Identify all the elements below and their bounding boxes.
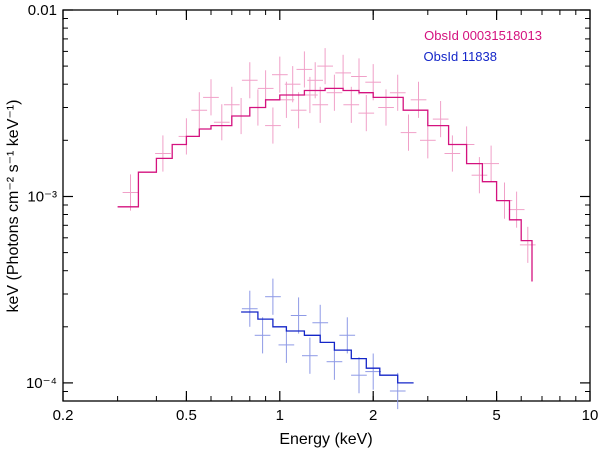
- legend-entry-2: ObsId 11838: [424, 49, 497, 64]
- series-1-data-points: [122, 48, 536, 263]
- data-point: [420, 122, 436, 159]
- data-point: [203, 79, 219, 116]
- data-point: [307, 62, 323, 99]
- y-tick-label: 0.01: [28, 2, 57, 19]
- data-point: [444, 135, 461, 172]
- data-point: [335, 54, 351, 91]
- data-point: [265, 278, 281, 315]
- data-point: [339, 317, 356, 354]
- x-tick-label: 10: [582, 407, 599, 424]
- data-point: [326, 74, 343, 111]
- data-point: [254, 317, 271, 354]
- y-tick-label: 10⁻⁴: [26, 375, 57, 392]
- series-2-data-points: [241, 278, 406, 410]
- legend-entry-1: ObsId 00031518013: [424, 28, 542, 43]
- data-point: [312, 86, 329, 123]
- data-point: [155, 135, 171, 172]
- x-axis-ticks: 0.2 0.5 1 2 5 10: [53, 10, 599, 424]
- data-point: [389, 74, 406, 111]
- data-point: [351, 58, 367, 95]
- data-point: [296, 51, 313, 88]
- data-point: [351, 357, 367, 394]
- x-tick-label: 0.5: [176, 407, 197, 424]
- data-point: [508, 191, 525, 228]
- data-point: [317, 48, 333, 85]
- data-point: [290, 92, 307, 129]
- data-point: [278, 81, 295, 118]
- data-point: [400, 114, 417, 151]
- x-tick-label: 1: [276, 407, 284, 424]
- data-point: [122, 174, 139, 211]
- data-point: [213, 104, 230, 141]
- data-point: [471, 157, 488, 194]
- data-point: [241, 290, 258, 327]
- x-tick-label: 0.2: [53, 407, 74, 424]
- data-point: [432, 101, 449, 138]
- data-point: [284, 66, 301, 103]
- y-axis-ticks: 0.01 10⁻³ 10⁻⁴: [26, 2, 590, 392]
- data-point: [241, 62, 258, 99]
- data-point: [290, 297, 307, 334]
- data-point: [265, 107, 281, 144]
- data-point: [302, 337, 318, 374]
- x-tick-label: 5: [492, 407, 500, 424]
- series-2-model-line: [241, 311, 414, 384]
- x-tick-label: 2: [369, 407, 377, 424]
- data-point: [519, 226, 536, 263]
- series-1-model-line: [117, 87, 533, 282]
- data-point: [410, 81, 427, 118]
- data-point: [378, 89, 394, 126]
- data-point: [358, 95, 375, 132]
- data-point: [483, 145, 499, 182]
- x-axis-title: Energy (keV): [279, 431, 372, 448]
- data-point: [272, 56, 288, 93]
- y-axis-title: keV (Photons cm⁻² s⁻¹ keV⁻¹): [5, 100, 22, 313]
- data-point: [365, 353, 381, 390]
- data-point: [191, 92, 208, 129]
- data-point: [278, 326, 295, 363]
- data-point: [343, 86, 360, 123]
- y-tick-label: 10⁻³: [27, 189, 57, 206]
